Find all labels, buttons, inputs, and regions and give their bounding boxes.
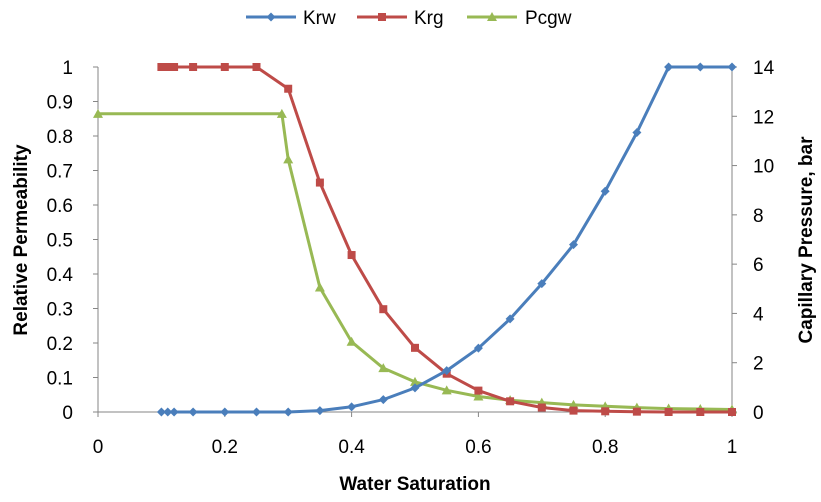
y-tick-label: 0 bbox=[62, 403, 73, 424]
y-tick-label: 0.7 bbox=[47, 162, 73, 183]
series-line-krg bbox=[161, 65, 732, 414]
y-tick-label: 0.6 bbox=[47, 196, 73, 217]
data-point-pcgw bbox=[314, 282, 325, 292]
legend-label-pcgw: Pcgw bbox=[525, 8, 572, 29]
data-point-krg bbox=[506, 397, 515, 406]
y-tick-label: 1 bbox=[62, 58, 73, 79]
y2-tick-label: 2 bbox=[753, 354, 764, 375]
y2-axis-title: Capillary Pressure, bar bbox=[796, 136, 817, 344]
y2-tick-label: 12 bbox=[753, 107, 774, 128]
data-point-pcgw bbox=[283, 154, 294, 164]
data-point-krw bbox=[252, 407, 261, 417]
data-point-krw bbox=[695, 62, 705, 72]
data-point-krg bbox=[347, 251, 356, 260]
data-point-pcgw bbox=[378, 363, 389, 373]
series-line-krw bbox=[161, 65, 732, 414]
series-pcgw bbox=[93, 108, 737, 414]
data-point-krg bbox=[728, 408, 736, 416]
data-point-krg bbox=[569, 406, 578, 415]
data-point-krw bbox=[569, 240, 578, 250]
y2-tick-label: 6 bbox=[753, 255, 764, 276]
data-point-krw bbox=[505, 314, 515, 324]
data-point-pcgw bbox=[441, 385, 452, 395]
data-point-krw bbox=[537, 279, 547, 289]
data-point-krw bbox=[664, 62, 674, 72]
y2-tick-label: 14 bbox=[753, 58, 775, 79]
y-tick-label: 0.2 bbox=[47, 334, 73, 355]
x-axis-title: Water Saturation bbox=[339, 474, 490, 495]
data-point-krg bbox=[284, 84, 293, 93]
data-point-krw bbox=[600, 186, 610, 196]
data-point-krw bbox=[163, 407, 173, 417]
x-tick-label: 0.4 bbox=[338, 437, 365, 458]
data-point-pcgw bbox=[473, 391, 484, 401]
x-tick-label: 0.8 bbox=[592, 437, 618, 458]
y2-tick-label: 4 bbox=[753, 304, 764, 325]
data-point-krw bbox=[220, 407, 230, 417]
y2-tick-label: 10 bbox=[753, 157, 774, 178]
data-point-krw bbox=[727, 62, 737, 72]
y-axis-title: Relative Permeability bbox=[11, 144, 32, 336]
legend: Krw Krg Pcgw bbox=[246, 8, 572, 29]
x-tick-label: 0.6 bbox=[465, 437, 491, 458]
data-point-krg bbox=[601, 407, 610, 416]
legend-item-krg: Krg bbox=[357, 8, 444, 29]
legend-marker-krg bbox=[378, 13, 386, 21]
data-point-pcgw bbox=[568, 399, 579, 409]
data-point-krw bbox=[169, 407, 179, 417]
y-tick-label: 0.9 bbox=[47, 93, 73, 114]
y2-tick-label: 8 bbox=[753, 206, 764, 227]
data-point-krg bbox=[664, 408, 673, 416]
data-point-krw bbox=[632, 128, 642, 138]
legend-marker-pcgw bbox=[487, 12, 497, 21]
y-tick-label: 0.4 bbox=[47, 265, 74, 286]
y-tick-label: 0.3 bbox=[47, 300, 73, 321]
data-point-krg bbox=[252, 63, 261, 71]
data-point-pcgw bbox=[346, 336, 357, 346]
data-point-krw bbox=[442, 366, 452, 376]
data-point-krw bbox=[283, 407, 293, 417]
series-krw bbox=[156, 62, 737, 417]
data-point-krg bbox=[157, 63, 166, 71]
data-point-krg bbox=[632, 407, 641, 416]
data-point-krw bbox=[315, 406, 325, 416]
x-tick-label: 0 bbox=[93, 437, 104, 458]
data-point-krg bbox=[220, 63, 229, 71]
data-point-krw bbox=[347, 402, 357, 412]
data-point-krw bbox=[188, 407, 198, 417]
data-point-krw bbox=[473, 343, 483, 353]
data-point-krg bbox=[163, 63, 172, 71]
axes: 00.10.20.30.40.50.60.70.80.9102468101214… bbox=[47, 58, 775, 458]
x-tick-label: 1 bbox=[727, 437, 738, 458]
series-krg bbox=[157, 63, 736, 416]
data-point-krg bbox=[696, 408, 705, 416]
y-tick-label: 0.1 bbox=[47, 369, 73, 390]
legend-item-krw: Krw bbox=[246, 8, 336, 29]
data-point-krg bbox=[170, 63, 179, 71]
y-tick-label: 0.5 bbox=[47, 231, 73, 252]
data-point-pcgw bbox=[410, 376, 420, 386]
series-line-pcgw bbox=[98, 112, 733, 411]
legend-label-krw: Krw bbox=[303, 8, 336, 29]
data-point-krg bbox=[379, 305, 388, 314]
legend-item-pcgw: Pcgw bbox=[467, 8, 572, 29]
data-point-krg bbox=[474, 386, 483, 395]
data-point-krw bbox=[156, 407, 166, 417]
y-tick-label: 0.8 bbox=[47, 127, 73, 148]
data-point-pcgw bbox=[276, 108, 287, 118]
data-point-pcgw bbox=[93, 108, 103, 118]
data-point-krg bbox=[537, 403, 546, 412]
data-point-krw bbox=[378, 395, 388, 405]
data-point-krg bbox=[315, 178, 324, 187]
legend-label-krg: Krg bbox=[414, 8, 444, 29]
plot-series bbox=[93, 62, 737, 417]
x-tick-label: 0.2 bbox=[212, 437, 238, 458]
legend-marker-krw bbox=[266, 12, 276, 22]
y2-tick-label: 0 bbox=[753, 403, 764, 424]
data-point-krw bbox=[410, 383, 420, 393]
data-point-krg bbox=[189, 63, 198, 71]
data-point-krg bbox=[411, 343, 419, 352]
